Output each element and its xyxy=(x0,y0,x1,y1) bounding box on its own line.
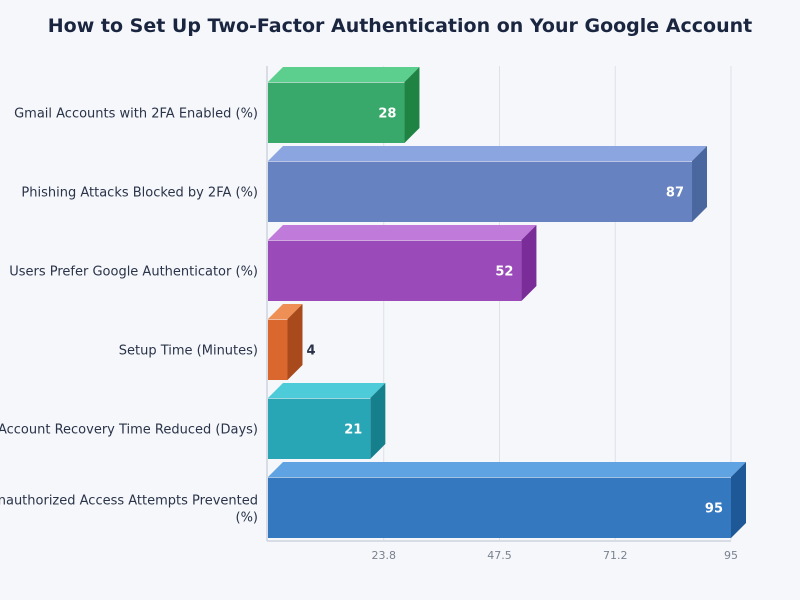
category-label: Account Recovery Time Reduced (Days) xyxy=(0,423,258,438)
bar-side-face xyxy=(692,146,708,222)
chart-title: How to Set Up Two-Factor Authentication … xyxy=(47,15,753,37)
data-label: 95 xyxy=(705,502,723,517)
bar xyxy=(268,82,405,143)
x-tick-label: 47.5 xyxy=(487,549,512,562)
bar-side-face xyxy=(404,67,420,143)
bar-side-face xyxy=(731,462,746,538)
data-label: 21 xyxy=(344,423,362,438)
bar-top-face xyxy=(268,146,708,161)
x-tick-label: 71.2 xyxy=(603,549,628,562)
bar xyxy=(268,161,693,222)
bar-top-face xyxy=(268,383,386,398)
category-label: Phishing Attacks Blocked by 2FA (%) xyxy=(21,186,258,201)
category-label: Setup Time (Minutes) xyxy=(119,344,258,359)
bar xyxy=(268,477,731,538)
x-tick-label: 23.8 xyxy=(372,549,397,562)
bar-top-face xyxy=(268,225,537,240)
data-label: 28 xyxy=(378,107,396,122)
data-label: 87 xyxy=(666,186,684,201)
bar-side-face xyxy=(521,225,537,301)
bar xyxy=(268,398,371,459)
data-label: 4 xyxy=(306,344,315,359)
category-label: Gmail Accounts with 2FA Enabled (%) xyxy=(14,107,258,122)
x-tick-label: 95 xyxy=(724,549,738,562)
bar-top-face xyxy=(268,462,746,477)
bar-side-face xyxy=(287,304,303,380)
category-label: Users Prefer Google Authenticator (%) xyxy=(9,265,258,280)
bar xyxy=(268,319,288,380)
bar xyxy=(268,240,522,301)
bar-top-face xyxy=(268,304,303,319)
category-label: Unauthorized Access Attempts Prevented (%… xyxy=(0,494,258,526)
bar-side-face xyxy=(370,383,386,459)
bar-top-face xyxy=(268,67,420,82)
data-label: 52 xyxy=(495,265,513,280)
